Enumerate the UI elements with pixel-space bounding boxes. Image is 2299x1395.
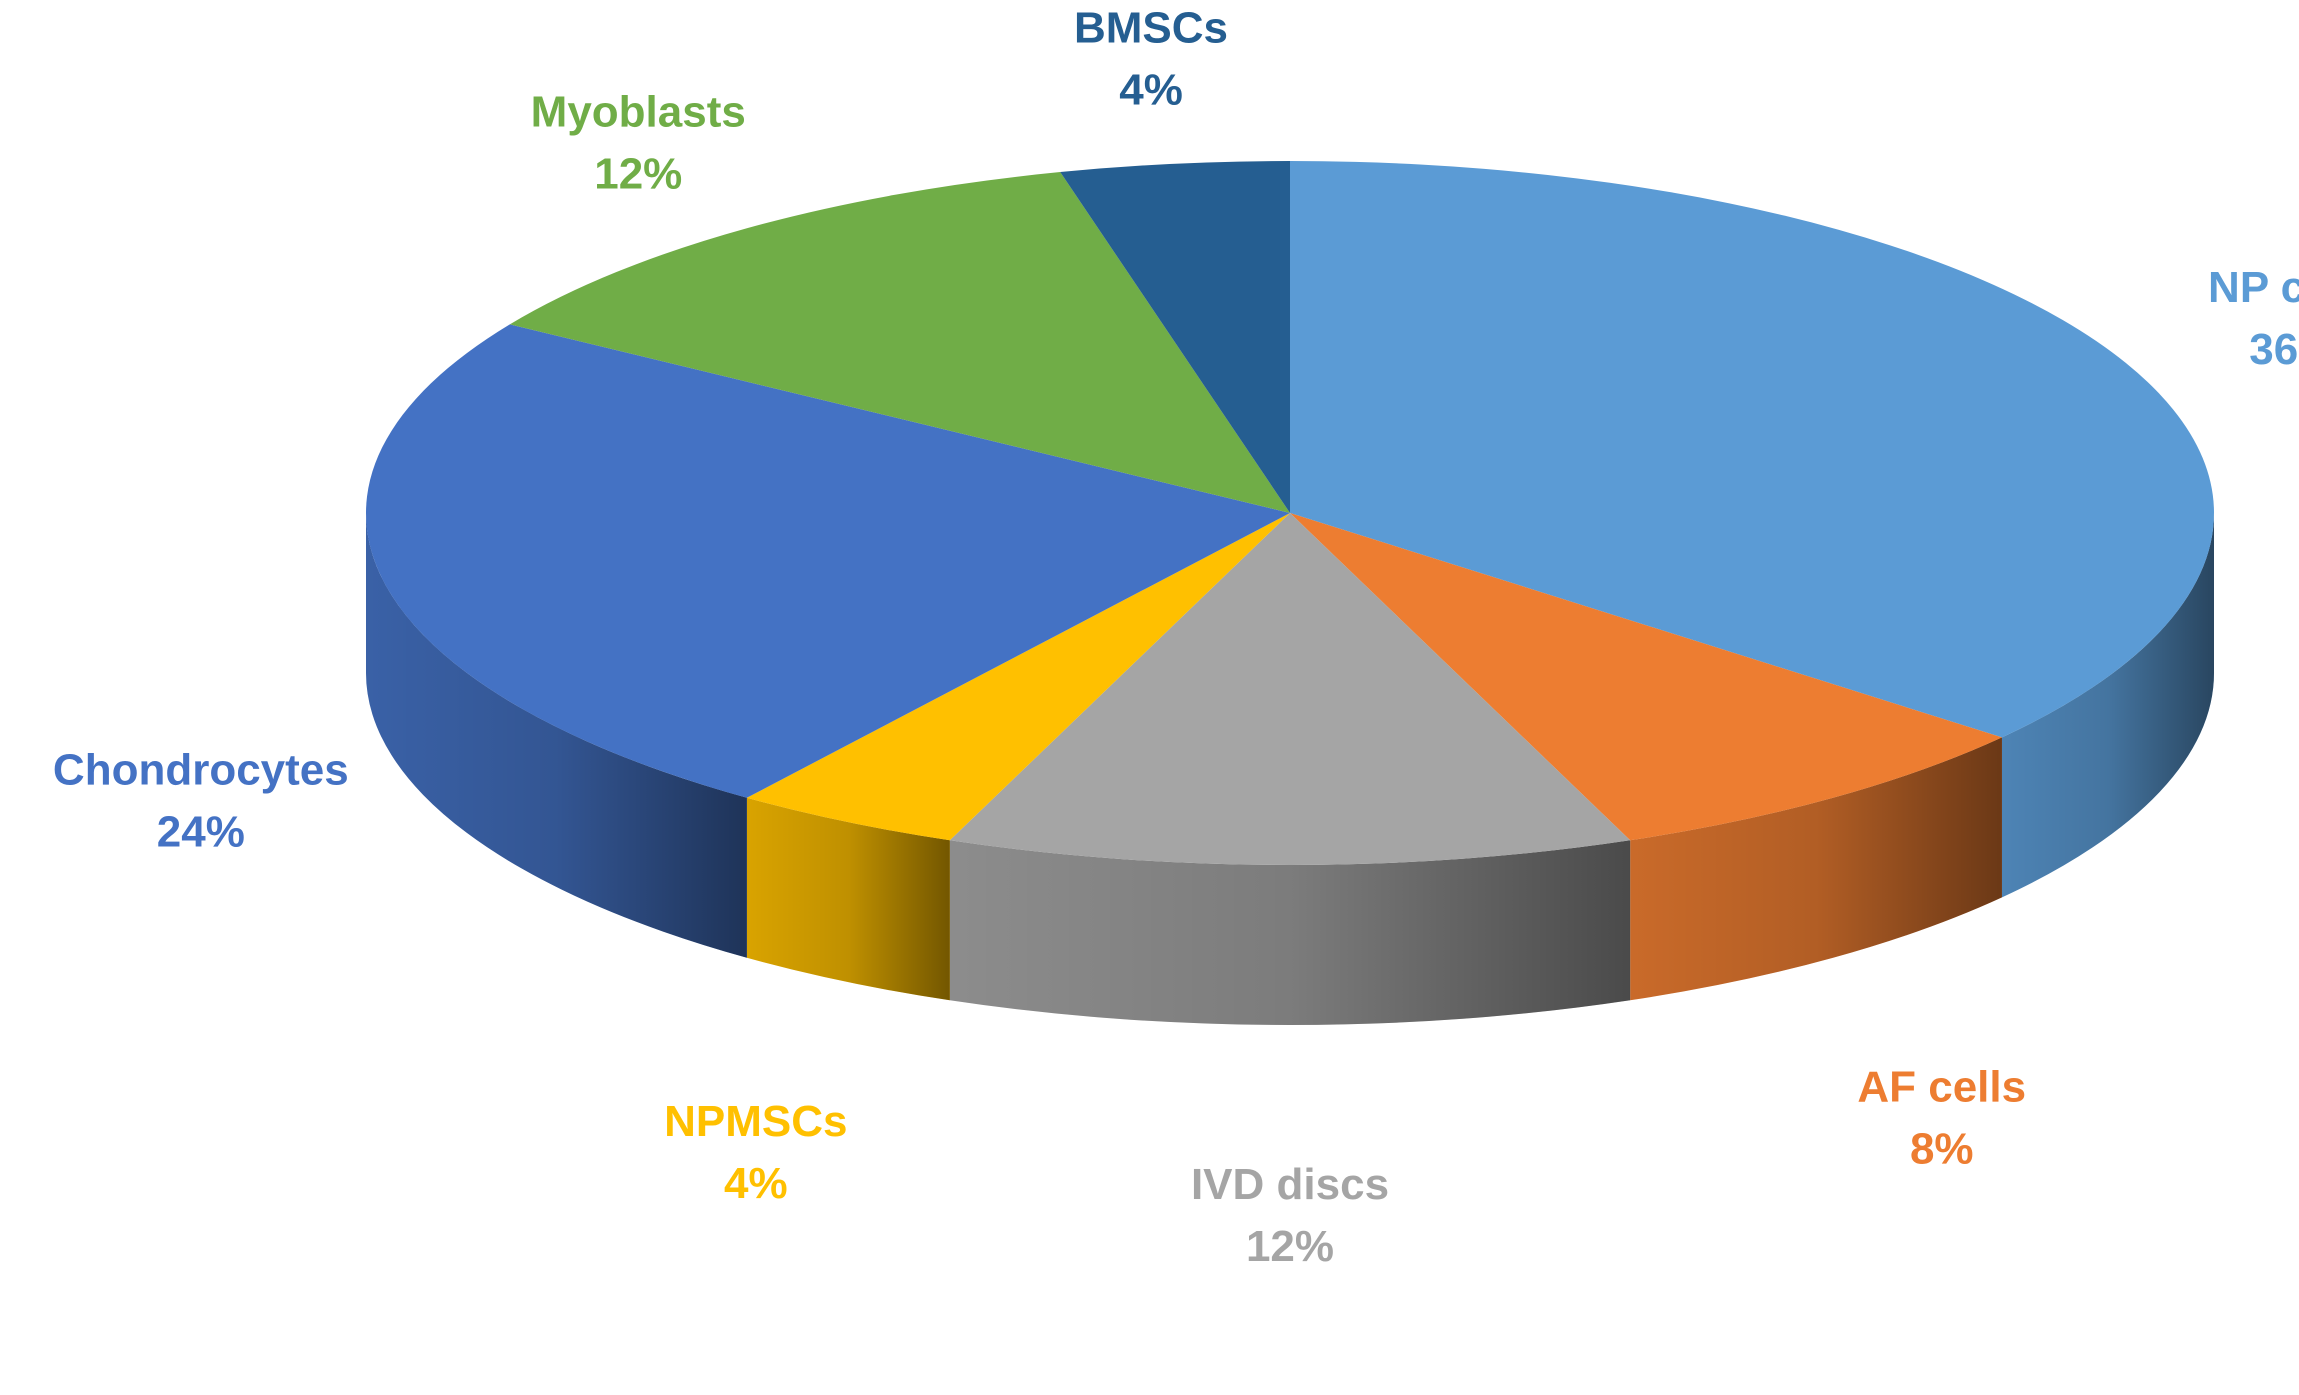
slice-side-shade: [365, 513, 747, 958]
slice: [949, 513, 1631, 865]
slice: [1290, 161, 2215, 738]
data-label-name: BMSCs: [1074, 4, 1228, 53]
slice-side-shade: [949, 840, 1631, 1026]
slice-side-shade: [2001, 513, 2214, 898]
slice: [509, 172, 1290, 514]
slice: [746, 513, 1290, 841]
data-label-name: IVD discs: [1191, 1160, 1389, 1209]
slice: [1060, 161, 1290, 513]
data-label-name: NP cells: [2208, 263, 2299, 312]
slice-side-shade: [1630, 737, 2002, 1001]
data-label-name: Myoblasts: [531, 87, 746, 136]
data-label-name: Chondrocytes: [53, 745, 349, 794]
data-label-name: AF cells: [1857, 1063, 2026, 1112]
slice-side-shade: [746, 797, 950, 1001]
data-label-name: NPMSCs: [664, 1097, 847, 1146]
data-label-value: 24%: [157, 807, 245, 856]
data-label-value: 12%: [1246, 1222, 1334, 1271]
data-label-value: 4%: [724, 1159, 788, 1208]
data-label-value: 8%: [1910, 1125, 1974, 1174]
data-label-value: 4%: [1119, 66, 1183, 115]
slice: [365, 324, 1290, 798]
data-label-value: 36%: [2249, 325, 2299, 374]
data-label-value: 12%: [594, 149, 682, 198]
slice: [1290, 513, 2002, 841]
